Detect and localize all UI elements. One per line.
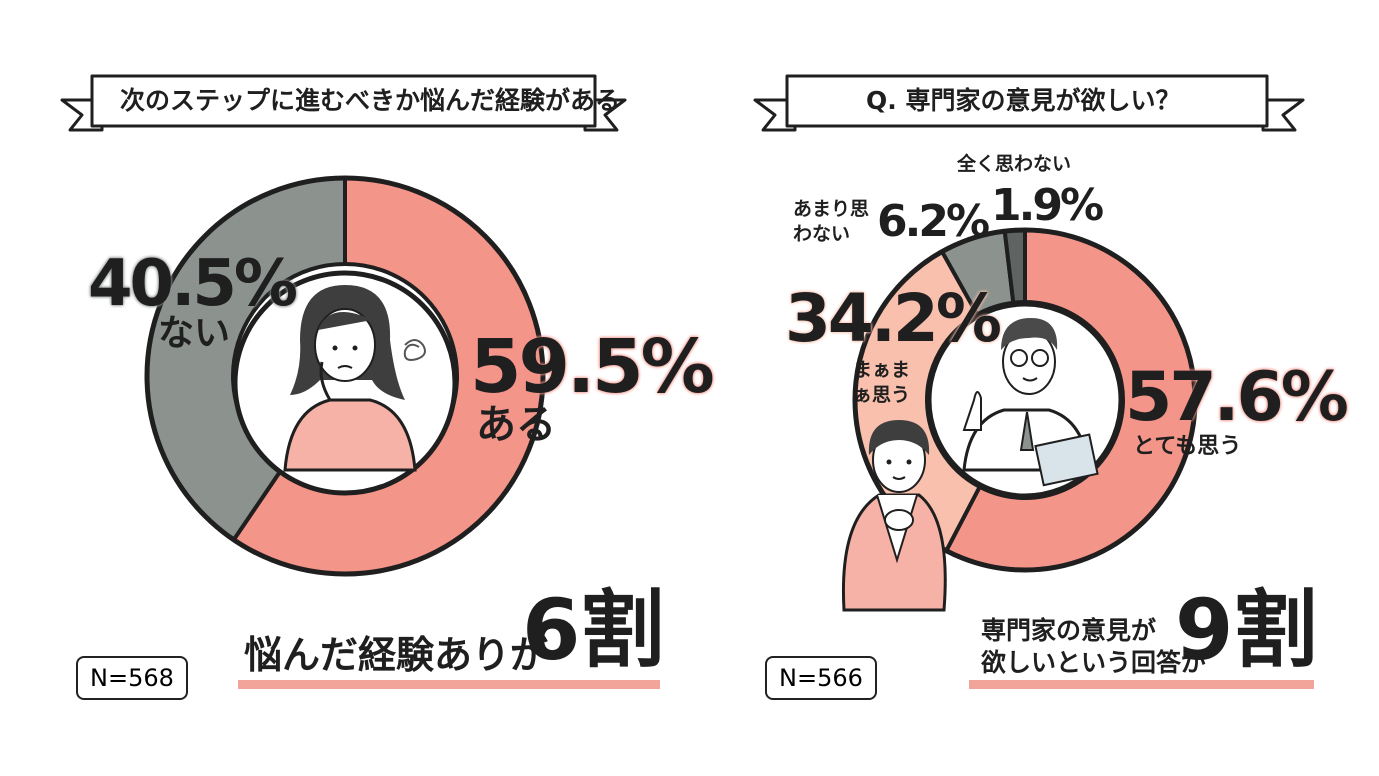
- right-panel: Q. 専門家の意見が欲しい？ 全く思わない 1.9% あまり思わない 6.2% …: [689, 0, 1378, 776]
- donut-outline: [852, 227, 1198, 573]
- left-graphics: [60, 74, 660, 689]
- doctor-illustration: [926, 301, 1124, 499]
- worried-woman-illustration: [232, 270, 458, 496]
- label-amari: あまり思わない: [793, 198, 870, 245]
- label-mattaku-percent: 1.9%: [991, 180, 1104, 231]
- label-mattaku: 全く思わない: [957, 153, 1072, 175]
- right-title: Q. 専門家の意見が欲しい？: [866, 86, 1181, 115]
- left-sample-size: N=568: [76, 656, 188, 700]
- label-maamaa-percent: 34.2%: [785, 280, 1002, 357]
- right-donut: [852, 227, 1198, 573]
- label-amari-percent: 6.2%: [877, 196, 990, 247]
- left-title: 次のステップに進むべきか悩んだ経験がある: [120, 86, 621, 115]
- label-maamaa: まぁまぁ思う: [853, 359, 911, 406]
- label-totemo: とても思う: [1133, 434, 1242, 459]
- right-summary-big: 9割: [1175, 581, 1318, 679]
- label-totemo-percent: 57.6%: [1125, 358, 1349, 437]
- right-summary-underline: [969, 680, 1314, 689]
- label-nai-percent: 40.5%: [88, 247, 298, 321]
- left-summary-big: 6割: [522, 581, 665, 679]
- left-panel: 次のステップに進むべきか悩んだ経験がある 40.5% ない 59.5% ある N…: [0, 0, 715, 776]
- label-nai: ない: [158, 313, 231, 354]
- right-summary-line2: 欲しいという回答が: [981, 648, 1207, 677]
- label-aru: ある: [476, 402, 556, 448]
- right-sample-size: N=566: [765, 656, 877, 700]
- right-summary-line1: 専門家の意見が: [981, 616, 1157, 645]
- left-summary-text: 悩んだ経験ありが: [244, 633, 549, 677]
- right-ribbon: [753, 74, 1305, 132]
- woman-illustration: [841, 420, 947, 612]
- donut-outline: [144, 175, 546, 577]
- left-ribbon: [60, 74, 627, 132]
- label-aru-percent: 59.5%: [470, 324, 715, 410]
- right-graphics: [753, 74, 1314, 689]
- left-summary-underline: [238, 680, 660, 689]
